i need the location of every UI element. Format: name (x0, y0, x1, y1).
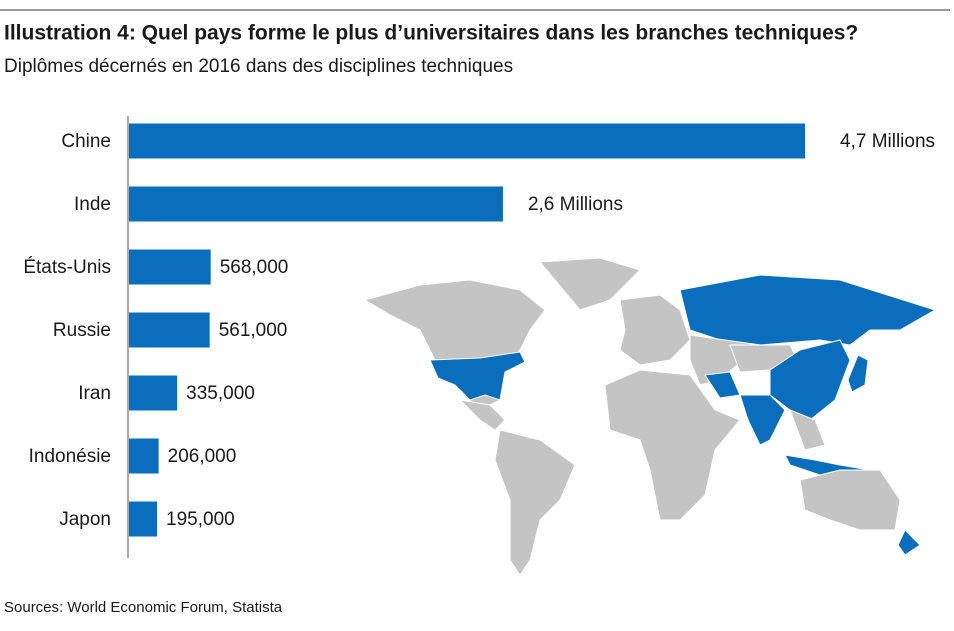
category-label: Russie (53, 320, 111, 341)
chart-subtitle: Diplômes décernés en 2016 dans des disci… (4, 56, 513, 77)
category-label: Iran (78, 383, 111, 404)
category-label: Japon (59, 509, 111, 530)
chart-title: Illustration 4: Quel pays forme le plus … (4, 22, 858, 45)
world-map (363, 257, 937, 576)
value-label: 561,000 (219, 320, 288, 341)
value-label: 568,000 (220, 257, 289, 278)
value-label: 335,000 (186, 383, 255, 404)
category-label: Indonésie (29, 446, 111, 467)
category-label: États-Unis (23, 257, 111, 278)
bar (129, 375, 178, 411)
bar (129, 312, 210, 348)
bar (129, 249, 211, 285)
bar (129, 123, 805, 159)
value-label: 2,6 Millions (528, 194, 623, 215)
bar (129, 501, 158, 537)
category-label: Chine (61, 131, 111, 152)
value-label: 206,000 (168, 446, 237, 467)
value-label: 4,7 Millions (840, 131, 935, 152)
source-note: Sources: World Economic Forum, Statista (4, 599, 283, 616)
value-label: 195,000 (166, 509, 235, 530)
bar (129, 438, 159, 474)
bar (129, 186, 503, 222)
category-label: Inde (74, 194, 111, 215)
